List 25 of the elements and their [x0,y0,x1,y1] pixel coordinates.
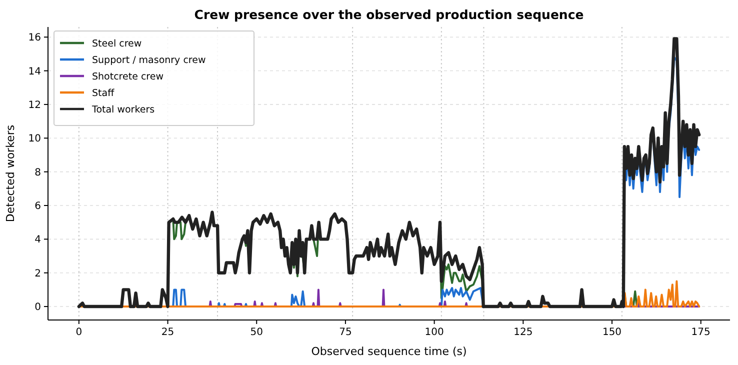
y-tick-label: 14 [28,66,41,78]
y-tick-label: 4 [34,234,41,246]
x-axis-title: Observed sequence time (s) [311,345,467,358]
x-tick-label: 25 [161,327,174,338]
chart-title: Crew presence over the observed production sequence [194,7,584,22]
legend-label: Total workers [91,104,155,116]
legend-label: Staff [92,88,115,99]
y-tick-label: 8 [34,167,41,178]
x-tick-label: 0 [76,327,82,338]
y-tick-label: 2 [34,268,41,280]
legend-label: Support / masonry crew [92,54,206,66]
y-tick-label: 6 [34,200,41,212]
legend-label: Steel crew [92,38,142,50]
x-tick-label: 75 [339,327,352,338]
y-tick-label: 0 [34,302,41,314]
x-tick-label: 100 [424,327,444,338]
x-tick-label: 50 [250,327,263,338]
y-tick-label: 10 [28,134,41,145]
x-tick-label: 150 [602,327,622,338]
y-axis-title: Detected workers [4,124,17,222]
legend-label: Shotcrete crew [92,71,164,82]
x-tick-label: 175 [691,327,710,338]
x-tick-label: 125 [514,327,533,338]
y-tick-label: 12 [28,100,41,111]
y-tick-label: 16 [28,32,41,44]
